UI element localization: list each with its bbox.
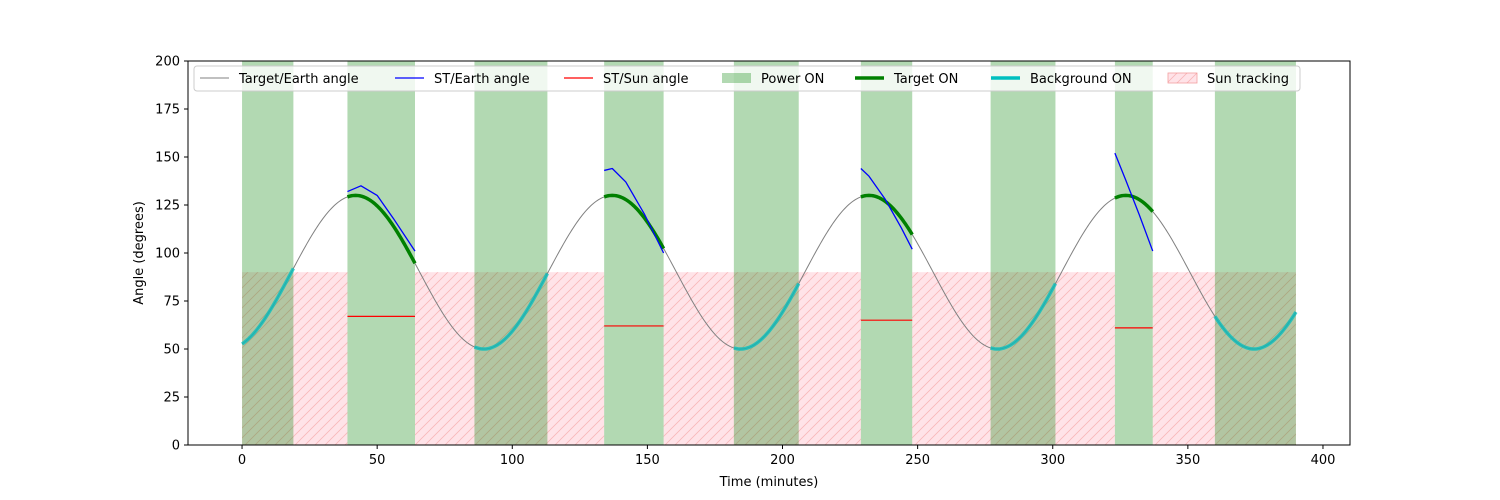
legend-power-on: Power ON (722, 72, 824, 87)
st-earth-angle-segment (860, 168, 913, 250)
power-on-span (604, 61, 664, 445)
y-tick-label: 125 (155, 199, 180, 214)
st-earth-angle-segment (604, 167, 665, 254)
legend-sun-tracking-label: Sun tracking (1207, 72, 1289, 87)
legend-sun-tracking-hatch (1168, 73, 1197, 83)
legend-st-earth-angle-label: ST/Earth angle (434, 72, 530, 87)
power-on-span (990, 61, 1056, 445)
sun-tracking-hatch (414, 272, 605, 445)
y-tick-label: 0 (172, 439, 180, 454)
y-axis-label: Angle (degrees) (132, 201, 147, 305)
x-tick-label: 350 (1175, 453, 1200, 468)
power-on-span (1114, 61, 1153, 445)
power-on-span (474, 61, 548, 445)
sun-tracking-hatch (912, 272, 1115, 445)
target-on-segment (1114, 193, 1155, 213)
y-axis: 0 25 50 75 100 125 150 175 200 (155, 55, 188, 454)
power-on-span (1214, 61, 1296, 445)
y-tick-label: 75 (163, 295, 180, 310)
target-on-segment (346, 193, 417, 265)
legend-target-earth-angle: Target/Earth angle (200, 72, 359, 87)
background-on-segment (241, 267, 295, 346)
y-tick-label: 175 (155, 103, 180, 118)
legend-target-on-label: Target ON (893, 72, 958, 87)
legend-background-on-label: Background ON (1030, 72, 1132, 87)
plot-area (241, 61, 1298, 445)
power-on-span (860, 61, 913, 445)
background-on-segment (733, 282, 801, 351)
sun-tracking-hatch (242, 272, 348, 445)
y-tick-label: 100 (155, 247, 180, 262)
background-on-segment (1213, 311, 1298, 351)
y-tick-label: 200 (155, 55, 180, 70)
y-tick-label: 50 (163, 343, 180, 358)
background-on-segment (473, 272, 549, 351)
x-axis: 0 50 100 150 200 250 300 350 400 (238, 445, 1335, 468)
legend-sun-tracking: Sun tracking (1167, 72, 1289, 87)
st-earth-angle-segment (1114, 152, 1154, 252)
legend-background-on: Background ON (991, 72, 1132, 87)
x-tick-label: 100 (500, 453, 525, 468)
y-tick-label: 150 (155, 151, 180, 166)
power-on-span (242, 61, 294, 445)
x-tick-label: 200 (770, 453, 795, 468)
sun-tracking-hatch (1152, 272, 1296, 445)
background-on-segment (990, 282, 1057, 351)
x-tick-label: 150 (635, 453, 660, 468)
x-tick-label: 300 (1040, 453, 1065, 468)
legend-st-sun-angle: ST/Sun angle (564, 72, 689, 87)
legend-st-earth-angle: ST/Earth angle (395, 72, 530, 87)
legend-target-on: Target ON (855, 72, 958, 87)
legend-power-on-swatch (722, 73, 751, 83)
x-tick-label: 400 (1311, 453, 1336, 468)
sun-tracking-hatch (663, 272, 861, 445)
x-axis-label: Time (minutes) (719, 475, 819, 490)
legend: Target/Earth angle ST/Earth angle ST/Sun a… (193, 65, 1301, 92)
power-on-span (733, 61, 799, 445)
power-on-span (347, 61, 415, 445)
legend-target-earth-angle-label: Target/Earth angle (238, 72, 359, 87)
x-tick-label: 0 (238, 453, 246, 468)
legend-power-on-label: Power ON (761, 72, 824, 87)
x-tick-label: 250 (905, 453, 930, 468)
x-tick-label: 50 (369, 453, 386, 468)
st-earth-angle-segment (347, 185, 416, 252)
legend-st-sun-angle-label: ST/Sun angle (603, 72, 689, 87)
legend-box (193, 65, 1301, 92)
y-tick-label: 25 (163, 391, 180, 406)
